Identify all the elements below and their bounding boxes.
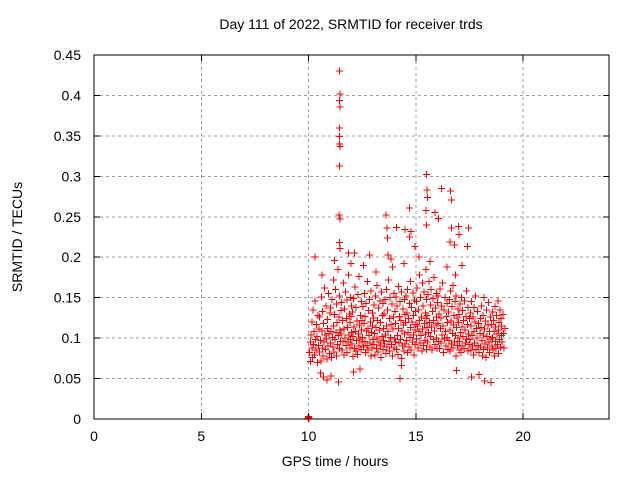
chart-title: Day 111 of 2022, SRMTID for receiver trd… (219, 16, 482, 32)
x-axis-label: GPS time / hours (282, 453, 389, 469)
y-axis-label: SRMTID / TECUs (9, 182, 25, 292)
x-tick-label: 10 (301, 428, 317, 444)
x-tick-label: 5 (197, 428, 205, 444)
y-tick-label: 0.25 (54, 209, 81, 225)
y-tick-label: 0.15 (54, 290, 81, 306)
y-tick-label: 0.3 (62, 168, 82, 184)
y-tick-label: 0.35 (54, 128, 81, 144)
gridlines (94, 55, 609, 419)
tick-labels: 0 5 10 15 20 0 0.05 0.1 0.15 0.2 0.25 0.3 0.35 0.4 0.4… (54, 47, 531, 444)
x-tick-label: 0 (90, 428, 98, 444)
x-tick-label: 15 (408, 428, 424, 444)
y-tick-label: 0.4 (62, 87, 82, 103)
plot-border (93, 54, 610, 420)
y-tick-label: 0 (73, 411, 81, 427)
axes (93, 54, 610, 420)
y-tick-label: 0.2 (62, 249, 82, 265)
x-tick-label: 20 (515, 428, 531, 444)
y-tick-label: 0.45 (54, 47, 81, 63)
y-tick-label: 0.05 (54, 371, 81, 387)
y-tick-label: 0.1 (62, 330, 82, 346)
